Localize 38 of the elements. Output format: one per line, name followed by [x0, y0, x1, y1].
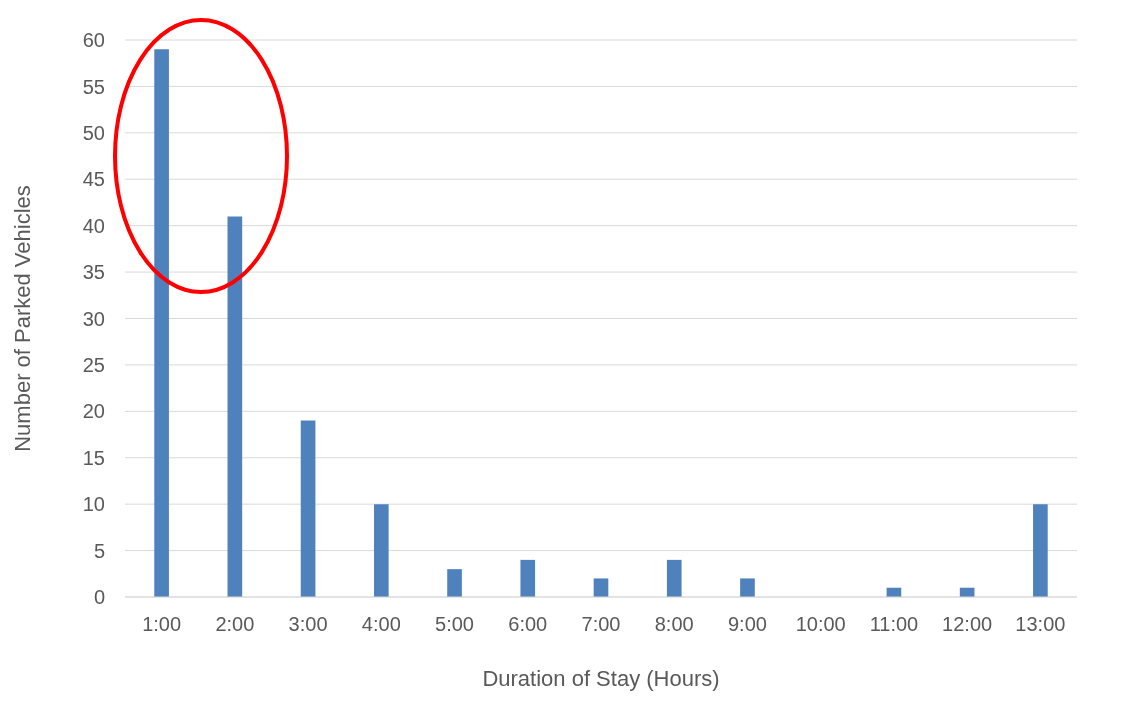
bar: [1033, 504, 1048, 597]
bar: [300, 420, 316, 597]
x-tick-label: 6:00: [508, 613, 548, 636]
y-tick-label: 55: [82, 75, 105, 98]
bar: [740, 578, 755, 597]
x-tick-label: 8:00: [654, 613, 694, 636]
x-tick-label: 9:00: [727, 613, 767, 636]
bar: [593, 578, 609, 597]
y-tick-label: 30: [82, 307, 105, 330]
x-tick-label: 11:00: [869, 613, 919, 636]
y-tick-label: 45: [82, 168, 105, 191]
x-axis-title: Duration of Stay (Hours): [482, 666, 720, 691]
y-axis-title: Number of Parked Vehicles: [9, 185, 35, 452]
bar: [227, 216, 243, 597]
bar: [520, 559, 536, 597]
x-tick-label: 7:00: [581, 613, 621, 636]
bar: [447, 569, 462, 597]
y-tick-label: 20: [82, 400, 105, 423]
x-tick-label: 2:00: [215, 613, 255, 636]
x-tick-label: 4:00: [361, 613, 401, 636]
x-tick-label: 5:00: [435, 613, 475, 636]
x-tick-label: 10:00: [795, 613, 846, 636]
x-tick-label: 12:00: [942, 613, 993, 636]
x-tick-label: 1:00: [142, 613, 182, 636]
x-tick-label: 3:00: [288, 613, 328, 636]
y-tick-label: 25: [82, 354, 105, 377]
y-tick-label: 0: [93, 586, 105, 609]
y-tick-label: 35: [82, 261, 105, 284]
y-tick-label: 15: [82, 446, 105, 469]
y-tick-label: 40: [82, 214, 105, 237]
y-tick-label: 10: [82, 493, 105, 516]
y-tick-label: 60: [82, 29, 105, 52]
y-tick-label: 5: [93, 539, 105, 562]
y-tick-label: 50: [82, 121, 105, 144]
bar: [373, 504, 389, 597]
x-tick-label: 13:00: [1015, 613, 1066, 636]
bar: [666, 559, 682, 597]
bar: [154, 49, 169, 597]
